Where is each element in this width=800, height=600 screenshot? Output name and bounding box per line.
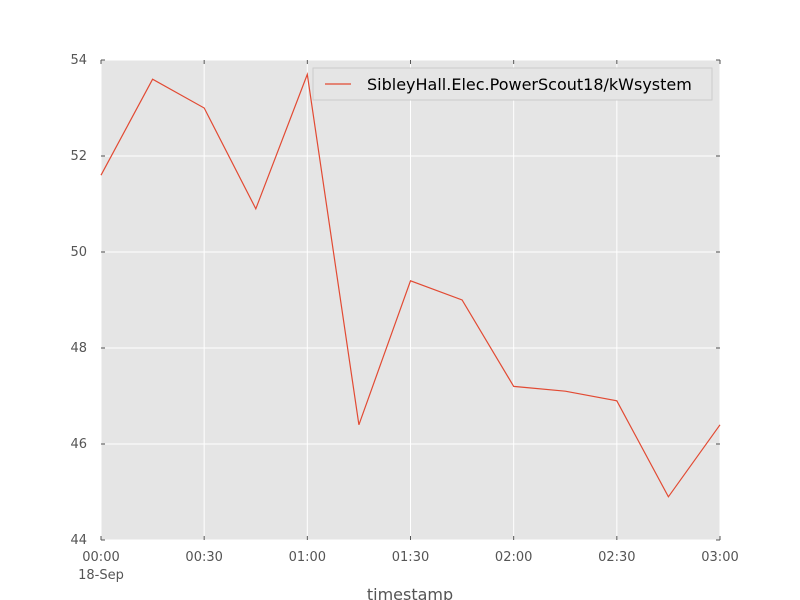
x-tick-label: 03:00	[701, 550, 738, 565]
series-line	[100, 72, 721, 498]
x-tick-label: 00:00	[82, 550, 119, 565]
gridlines	[100, 59, 721, 541]
x-tick-label: 01:30	[392, 550, 429, 565]
y-tick-label: 52	[70, 149, 87, 164]
y-tick-labels: 44 46 48 50 52 54	[70, 53, 87, 548]
y-tick-label: 46	[70, 437, 87, 452]
x-axis-title: timestamp	[367, 585, 453, 600]
x-date-label: 18-Sep	[78, 568, 124, 583]
x-tick-label: 02:30	[598, 550, 635, 565]
y-tick-label: 48	[70, 341, 87, 356]
legend-label: SibleyHall.Elec.PowerScout18/kWsystem	[367, 75, 692, 94]
y-tick-label: 50	[70, 245, 87, 260]
legend: SibleyHall.Elec.PowerScout18/kWsystem	[312, 67, 713, 101]
x-tick-label: 00:30	[185, 550, 222, 565]
legend-box	[312, 67, 713, 101]
y-tick-label: 54	[70, 53, 87, 68]
x-tick-label: 02:00	[495, 550, 532, 565]
axis-ticks	[100, 59, 721, 541]
x-tick-label: 01:00	[289, 550, 326, 565]
series-lines	[100, 72, 721, 498]
x-tick-labels: 00:00 00:30 01:00 01:30 02:00 02:30 03:00	[82, 550, 738, 565]
y-tick-label: 44	[70, 533, 87, 548]
